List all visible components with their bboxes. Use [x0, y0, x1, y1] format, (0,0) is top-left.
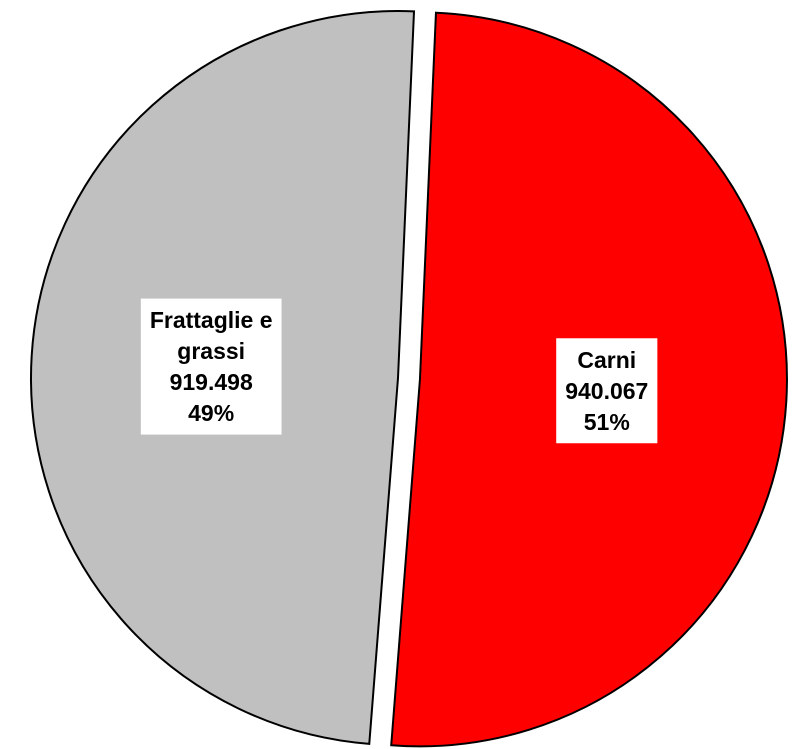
- pie-label-0: Carni 940.067 51%: [556, 338, 658, 444]
- slice-label-box: [556, 338, 658, 444]
- slice-name-label: Carni: [577, 347, 636, 373]
- slice-percent-label: 49%: [188, 400, 234, 426]
- slice-value-label: 919.498: [170, 369, 253, 395]
- slice-name-label: grassi: [177, 338, 245, 364]
- pie-label-1: Frattaglie e grassi 919.498 49%: [140, 298, 282, 435]
- slice-label-box: [140, 298, 282, 435]
- pie-labels: Carni 940.067 51% Frattaglie e grassi 919.498…: [140, 298, 658, 444]
- slice-name-label: Frattaglie e: [150, 307, 273, 333]
- slice-value-label: 940.067: [565, 378, 648, 404]
- slice-percent-label: 51%: [584, 409, 630, 435]
